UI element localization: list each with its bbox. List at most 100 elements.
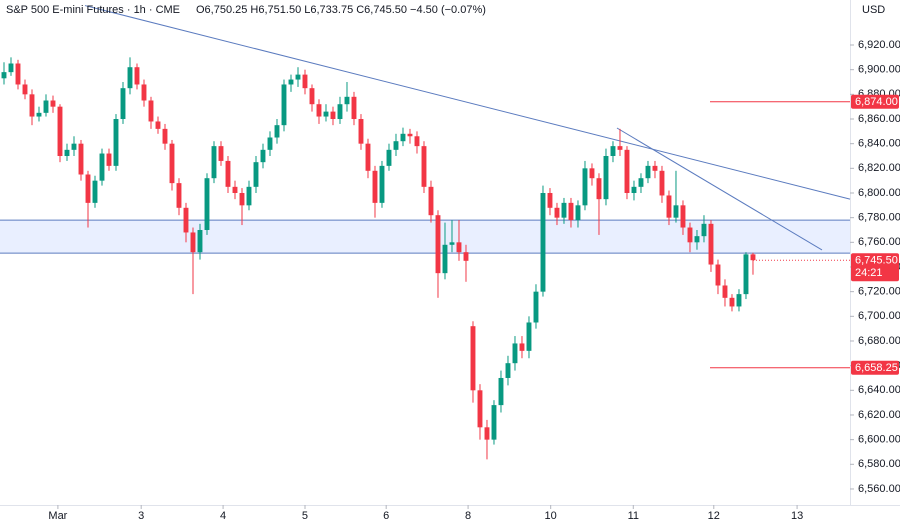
candle-body — [36, 112, 42, 117]
y-tick-label: 6,600.00 — [858, 434, 900, 446]
candle-body — [708, 223, 714, 265]
candle-body — [134, 67, 140, 85]
candle-body — [267, 137, 273, 150]
candle-body — [526, 322, 532, 351]
candle-body — [379, 165, 385, 203]
candle-body — [372, 170, 378, 203]
candle-body — [694, 236, 700, 243]
candle-body — [141, 84, 147, 101]
candle-body — [78, 143, 84, 175]
candle-body — [260, 149, 266, 163]
x-tick-label: 11 — [628, 510, 639, 522]
candle-body — [225, 160, 231, 187]
candle-body — [330, 111, 336, 120]
candle-body — [22, 84, 28, 95]
candle-body — [589, 168, 595, 179]
candle-body — [533, 291, 539, 323]
candle-body — [610, 146, 616, 157]
candle-body — [414, 136, 420, 147]
candle-body — [561, 202, 567, 218]
price-label: 6,658.25 — [855, 362, 898, 374]
candle-body — [316, 104, 322, 117]
y-tick-label: 6,760.00 — [858, 236, 900, 248]
candle-body — [344, 96, 350, 105]
y-tick-label: 6,700.00 — [858, 310, 900, 322]
candle-body — [64, 149, 70, 157]
candle-body — [197, 229, 203, 253]
candle-body — [57, 106, 63, 157]
candle-body — [239, 192, 245, 206]
candle-body — [701, 223, 707, 237]
candle-body — [407, 133, 413, 137]
y-tick-label: 6,620.00 — [858, 409, 900, 421]
candle-body — [456, 242, 462, 253]
candle-body — [631, 186, 637, 193]
candle-body — [449, 242, 455, 245]
candle-body — [568, 202, 574, 221]
support-zone — [0, 220, 850, 254]
candle-body — [288, 79, 294, 85]
candle-body — [302, 74, 308, 89]
x-tick-label: 8 — [465, 510, 471, 522]
candle-body — [505, 363, 511, 378]
price-label: 6,874.00 — [855, 96, 898, 108]
candle-body — [169, 143, 175, 184]
x-tick-label: 5 — [302, 510, 308, 522]
candle-body — [582, 168, 588, 206]
candle-body — [659, 170, 665, 196]
candle-body — [463, 252, 469, 261]
bar-countdown: 24:21 — [855, 267, 883, 279]
candle-body — [498, 377, 504, 406]
x-tick-label: 10 — [545, 510, 557, 522]
candle-body — [547, 192, 553, 208]
candle-body — [421, 146, 427, 187]
candle-body — [638, 178, 644, 187]
candle-body — [673, 205, 679, 218]
candle-body — [232, 186, 238, 193]
candle-body — [603, 156, 609, 200]
candle-body — [211, 146, 217, 179]
candle-body — [183, 207, 189, 233]
candle-body — [92, 180, 98, 203]
candle-body — [85, 174, 91, 203]
trendline — [616, 127, 823, 251]
candle-body — [106, 153, 112, 166]
candle-body — [554, 207, 560, 218]
candle-body — [295, 74, 301, 80]
candle-body — [71, 143, 77, 150]
candle-body — [309, 88, 315, 105]
candle-body — [624, 149, 630, 193]
y-tick-label: 6,560.00 — [858, 483, 900, 495]
candle-body — [204, 178, 210, 230]
candle-body — [575, 205, 581, 221]
candle-body — [645, 165, 651, 179]
y-tick-label: 6,920.00 — [858, 39, 900, 51]
candle-body — [218, 146, 224, 161]
candle-body — [435, 215, 441, 274]
y-tick-label: 6,720.00 — [858, 286, 900, 298]
candle-body — [617, 146, 623, 150]
candle-body — [351, 96, 357, 120]
currency: USD — [862, 4, 885, 16]
candle-body — [1, 72, 7, 79]
candle-body — [120, 88, 126, 120]
y-tick-label: 6,680.00 — [858, 335, 900, 347]
candle-body — [190, 232, 196, 253]
x-tick-label: 4 — [220, 510, 226, 522]
y-tick-label: 6,800.00 — [858, 187, 900, 199]
candle-body — [365, 143, 371, 171]
candle-body — [15, 63, 21, 85]
candle-body — [596, 178, 602, 200]
y-tick-label: 6,780.00 — [858, 212, 900, 224]
y-tick-label: 6,820.00 — [858, 162, 900, 174]
x-tick-label: 13 — [791, 510, 803, 522]
chart-title: S&P 500 E-mini Futures · 1h · CME — [6, 4, 180, 16]
y-tick-label: 6,580.00 — [858, 458, 900, 470]
candle-body — [127, 67, 133, 89]
y-tick-label: 6,860.00 — [858, 113, 900, 125]
candle-body — [477, 390, 483, 428]
candle-body — [148, 100, 154, 122]
x-tick-label: Mar — [48, 510, 67, 522]
candle-body — [666, 195, 672, 218]
